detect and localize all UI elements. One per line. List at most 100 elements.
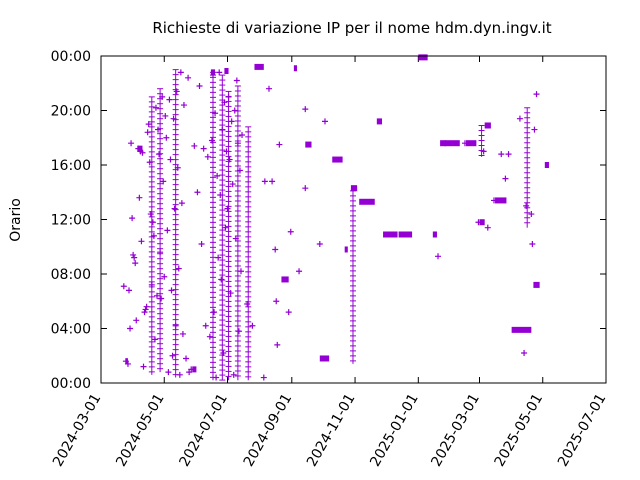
data-point — [171, 205, 178, 212]
data-cluster — [293, 65, 297, 72]
x-tick-label: 2024-11-01 — [304, 391, 359, 469]
data-point — [129, 215, 136, 222]
data-point — [151, 336, 158, 343]
data-point — [230, 371, 237, 378]
data-cluster — [350, 185, 358, 192]
data-point — [179, 330, 186, 337]
data-point — [127, 325, 134, 332]
data-cluster — [511, 326, 532, 333]
data-point — [145, 121, 152, 128]
data-point — [163, 134, 170, 141]
data-point — [528, 211, 535, 218]
data-point — [166, 96, 173, 103]
data-cluster — [479, 219, 485, 226]
data-point — [175, 265, 182, 272]
data-point — [531, 126, 538, 133]
data-point — [204, 153, 211, 160]
x-tick-label: 2025-01-01 — [367, 391, 422, 469]
data-cluster — [359, 198, 375, 205]
data-point — [138, 238, 145, 245]
data-point — [239, 132, 246, 139]
data-point — [131, 254, 138, 261]
data-point — [265, 85, 272, 92]
data-point — [185, 74, 192, 81]
data-point — [133, 317, 140, 324]
data-point — [153, 292, 160, 299]
data-cluster — [484, 122, 491, 129]
data-point — [321, 118, 328, 125]
data-point — [276, 141, 283, 148]
data-point — [178, 200, 185, 207]
data-point — [285, 309, 292, 316]
data-cluster — [495, 197, 507, 204]
data-point — [521, 350, 528, 357]
data-point — [206, 333, 213, 340]
x-tick-label: 2025-07-01 — [555, 391, 610, 469]
data-point — [274, 341, 281, 348]
chart-title: Richieste di variazione IP per il nome h… — [152, 19, 551, 37]
data-point — [136, 194, 143, 201]
data-point — [120, 283, 127, 290]
data-point — [498, 151, 505, 158]
data-point — [194, 189, 201, 196]
data-point — [160, 178, 167, 185]
x-tick-label: 2024-05-01 — [113, 391, 168, 469]
data-point — [198, 241, 205, 248]
data-point — [260, 374, 267, 381]
data-cluster — [125, 358, 128, 365]
data-point — [168, 287, 175, 294]
data-point — [177, 69, 184, 76]
y-axis-label: Orario — [8, 198, 24, 242]
x-tick-label: 2025-03-01 — [428, 391, 483, 469]
data-cluster — [332, 156, 343, 163]
data-cluster — [466, 140, 477, 147]
y-tick-label: 12:00 — [51, 213, 91, 229]
data-point — [141, 309, 148, 316]
data-cluster — [281, 276, 289, 283]
data-point — [533, 91, 540, 98]
data-point — [196, 82, 203, 89]
y-tick-label: 20:00 — [51, 104, 91, 120]
data-point — [273, 298, 280, 305]
data-point — [287, 228, 294, 235]
data-point — [435, 253, 442, 260]
data-point — [316, 241, 323, 248]
data-point — [143, 303, 150, 310]
data-point — [202, 322, 209, 329]
data-point — [162, 112, 169, 119]
data-cluster — [254, 63, 264, 70]
data-point — [529, 241, 536, 248]
x-tick-label: 2024-09-01 — [241, 391, 296, 469]
y-tick-label: 04:00 — [51, 322, 91, 338]
data-point — [269, 178, 276, 185]
x-tick-label: 2024-03-01 — [50, 391, 105, 469]
data-cluster — [432, 231, 437, 238]
data-cluster — [137, 145, 143, 152]
data-point — [505, 151, 512, 158]
data-point — [183, 355, 190, 362]
data-point — [249, 322, 256, 329]
data-cluster — [418, 54, 428, 61]
y-tick-label: 16:00 — [51, 158, 91, 174]
data-point — [214, 172, 221, 179]
data-point — [164, 227, 171, 234]
data-point — [140, 363, 147, 370]
y-tick-label: 08:00 — [51, 267, 91, 283]
data-point — [222, 224, 229, 231]
data-point — [161, 273, 168, 280]
x-tick-label: 2024-07-01 — [176, 391, 231, 469]
data-cluster — [383, 231, 398, 238]
data-point — [218, 276, 225, 283]
data-point — [169, 352, 176, 359]
data-point — [128, 140, 135, 147]
data-point — [502, 175, 509, 182]
data-point — [302, 185, 309, 192]
data-point — [200, 145, 207, 152]
data-point — [152, 104, 159, 111]
data-point — [216, 69, 223, 76]
data-point — [272, 246, 279, 253]
data-point — [130, 251, 137, 258]
data-point — [302, 106, 309, 113]
data-point — [296, 268, 303, 275]
data-point — [516, 115, 523, 122]
